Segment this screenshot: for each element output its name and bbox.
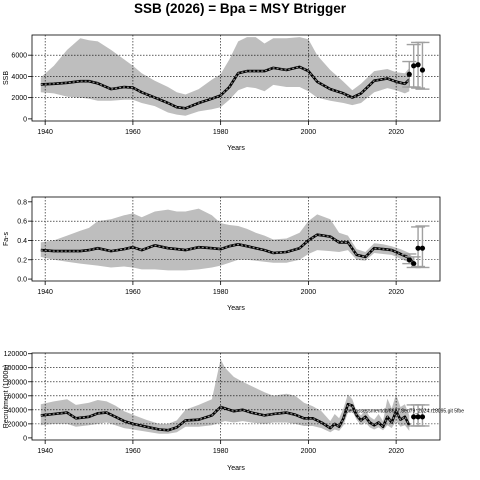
- ssb-panel: 1940 1960 1980 2000 2020 0 2000 4000 6000 Years SS…: [3, 34, 441, 152]
- y-tick-label: 0.6: [17, 219, 27, 226]
- confidence-band: [40, 359, 410, 434]
- y-tick-label: 4000: [11, 74, 27, 81]
- x-axis-label: Years: [227, 305, 245, 312]
- forecast-point: [411, 414, 417, 420]
- confidence-band: [40, 208, 414, 271]
- forecast-point: [411, 261, 417, 267]
- forecast-point: [415, 414, 421, 420]
- forecast-point: [415, 62, 421, 68]
- y-axis-label: Fa-s: [3, 232, 10, 247]
- forecast-point: [419, 245, 426, 251]
- plot-frame: [31, 352, 441, 441]
- y-tick-label: 60000: [8, 393, 28, 400]
- y-tick-label: 0.8: [17, 199, 27, 206]
- fishing-mortality-panel: 1940 1960 1980 2000 2020 0.0 0.2 0.4 0.6 0.8 Years…: [3, 196, 441, 312]
- x-tick-label: 2020: [388, 129, 404, 136]
- estimate-dash-overlay: [40, 66, 410, 109]
- x-tick-label: 1980: [213, 448, 229, 455]
- x-tick-label: 1940: [37, 289, 53, 296]
- y-tick-label: 0.0: [17, 277, 27, 284]
- forecast-point: [419, 414, 426, 420]
- y-tick-label: 100000: [4, 365, 27, 372]
- x-tick-label: 1940: [37, 129, 53, 136]
- recruitment-panel: 1940 1960 1980 2000 2020 0 20000 40000 60000 8000…: [3, 351, 464, 472]
- x-tick-label: 1960: [125, 448, 141, 455]
- x-tick-label: 2000: [301, 289, 317, 296]
- x-tick-label: 2000: [301, 129, 317, 136]
- forecast-point: [406, 71, 412, 77]
- x-axis-label: Years: [227, 145, 245, 152]
- y-tick-label: 6000: [11, 53, 27, 60]
- y-axis-label: SSB: [3, 71, 10, 85]
- forecast-point: [411, 63, 417, 69]
- y-tick-label: 0: [23, 116, 27, 123]
- forecast-point: [406, 257, 412, 263]
- forecast-point: [419, 67, 426, 73]
- y-tick-label: 40000: [8, 407, 28, 414]
- forecast-point: [415, 245, 421, 251]
- x-tick-label: 1980: [213, 129, 229, 136]
- y-tick-label: 120000: [4, 351, 27, 358]
- x-tick-label: 2000: [301, 448, 317, 455]
- y-axis-label: Recruitment (1000s): [3, 365, 10, 428]
- figure-title: SSB (2026) = Bpa = MSY Btrigger: [134, 1, 347, 16]
- plot-frame: [31, 196, 441, 282]
- x-tick-label: 1940: [37, 448, 53, 455]
- y-tick-label: 0: [23, 435, 27, 442]
- y-tick-label: 80000: [8, 379, 28, 386]
- x-tick-label: 2020: [388, 289, 404, 296]
- x-tick-label: 2020: [388, 448, 404, 455]
- x-tick-label: 1960: [125, 289, 141, 296]
- y-tick-label: 20000: [8, 421, 28, 428]
- x-axis-label: Years: [227, 465, 245, 472]
- y-tick-label: 0.4: [17, 238, 27, 245]
- estimate-dash-overlay: [40, 403, 410, 431]
- estimate-dash-overlay: [40, 234, 415, 264]
- y-tick-label: 0.2: [17, 257, 27, 264]
- x-tick-label: 1980: [213, 289, 229, 296]
- x-tick-label: 1960: [125, 129, 141, 136]
- plot-frame: [31, 34, 441, 122]
- source-annotation: ices.assessmentdb/8627.8ed79_2024.r18095…: [345, 409, 464, 415]
- y-tick-label: 2000: [11, 95, 27, 102]
